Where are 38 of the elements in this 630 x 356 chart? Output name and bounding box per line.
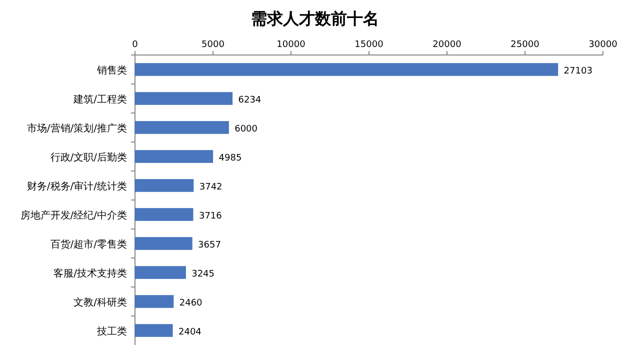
data-label: 6234 bbox=[238, 96, 262, 106]
y-tick-label: 销售类 bbox=[96, 64, 127, 76]
bar bbox=[134, 179, 194, 192]
bar bbox=[134, 63, 558, 76]
x-tick-label: 20000 bbox=[432, 40, 462, 50]
data-label: 3245 bbox=[192, 270, 215, 280]
y-tick-label: 技工类 bbox=[96, 326, 127, 338]
data-label: 3742 bbox=[199, 182, 222, 192]
y-tick-label: 市场/营销/策划/推广类 bbox=[26, 122, 127, 134]
x-tick-label: 10000 bbox=[276, 40, 306, 50]
bar bbox=[134, 266, 186, 279]
x-tick-label: 25000 bbox=[510, 40, 540, 50]
y-tick-label: 百货/超市/零售类 bbox=[50, 238, 127, 250]
bar bbox=[134, 92, 233, 105]
data-label: 3716 bbox=[198, 212, 222, 222]
data-label: 4985 bbox=[218, 154, 242, 164]
data-label: 6000 bbox=[234, 124, 258, 134]
data-label: 3657 bbox=[198, 240, 221, 250]
bar bbox=[134, 150, 214, 163]
bar bbox=[134, 295, 174, 308]
data-label: 27103 bbox=[564, 66, 592, 76]
y-tick-label: 行政/文职/后勤类 bbox=[50, 152, 127, 164]
x-tick-label: 30000 bbox=[588, 40, 618, 50]
data-label: 2404 bbox=[178, 328, 202, 338]
bar bbox=[134, 237, 192, 250]
bar bbox=[134, 208, 194, 221]
y-tick-label: 财务/税务/审计/统计类 bbox=[26, 180, 127, 192]
x-tick-label: 15000 bbox=[354, 40, 384, 50]
chart-title: 需求人才数前十名 bbox=[251, 9, 379, 28]
y-tick-label: 客服/技术支持类 bbox=[54, 268, 127, 280]
bar bbox=[134, 121, 229, 134]
y-tick-label: 房地产开发/经纪/中介类 bbox=[20, 210, 127, 222]
data-label: 2460 bbox=[179, 298, 203, 308]
bar bbox=[134, 324, 173, 337]
y-tick-label: 建筑/工程类 bbox=[72, 94, 127, 106]
y-tick-label: 文教/科研类 bbox=[74, 296, 127, 308]
x-tick-label: 0 bbox=[132, 40, 138, 50]
x-tick-label: 5000 bbox=[202, 40, 225, 50]
